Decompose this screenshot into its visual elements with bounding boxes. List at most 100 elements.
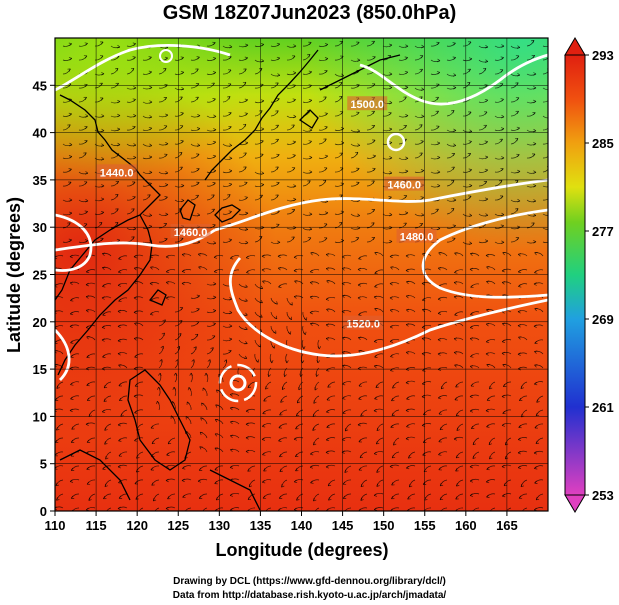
streamline-arrowhead — [468, 140, 472, 144]
streamline-arrowhead — [182, 466, 186, 470]
vortex-north — [159, 49, 173, 63]
streamline-arrowhead — [248, 483, 253, 488]
streamline-arrowhead — [452, 73, 457, 77]
streamline-arrowhead — [100, 143, 105, 147]
streamline-arrowhead — [229, 406, 234, 411]
streamline-arrowhead — [212, 98, 216, 102]
streamline-arrowhead — [164, 153, 168, 157]
streamline-arrowhead — [133, 337, 138, 341]
contour-label-bg — [396, 228, 437, 243]
streamline-arrowhead — [68, 57, 73, 61]
streamline-arrowhead — [298, 386, 302, 391]
streamline-arrowhead — [196, 56, 200, 60]
streamline-arrowhead — [500, 98, 504, 102]
streamline-arrowhead — [132, 125, 136, 130]
streamline-arrowhead — [214, 419, 219, 423]
streamline-arrowhead — [517, 198, 521, 203]
streamline-arrowhead — [84, 181, 88, 185]
streamline-arrowhead — [389, 127, 393, 131]
streamline-arrowhead — [391, 412, 395, 416]
streamline-arrowhead — [214, 433, 218, 437]
streamline-arrowhead — [467, 153, 472, 157]
streamline-arrowhead — [279, 454, 283, 458]
streamline-arrowhead — [296, 399, 301, 404]
streamline-arrowhead — [313, 512, 316, 515]
streamline-arrowhead — [468, 57, 473, 61]
streamline-arrowhead — [308, 41, 312, 46]
streamline-arrowhead — [291, 124, 295, 128]
streamline-arrowhead — [259, 314, 263, 318]
x-tick-label: 155 — [414, 518, 436, 533]
streamline-arrowhead — [244, 98, 248, 102]
streamline-arrowhead — [105, 456, 109, 460]
streamline-arrowhead — [358, 336, 362, 340]
streamline-arrowhead — [292, 71, 297, 75]
streamline-arrowhead — [521, 512, 524, 515]
streamline-arrow — [154, 507, 160, 511]
streamline-arrowhead — [148, 143, 153, 147]
streamline-arrowhead — [517, 73, 521, 77]
streamline-arrowhead — [451, 208, 455, 212]
streamline-arrowhead — [308, 98, 313, 103]
streamline-arrowhead — [273, 315, 278, 320]
streamline-arrowhead — [389, 171, 393, 175]
streamline-arrowhead — [101, 184, 105, 188]
streamline-arrowhead — [103, 384, 108, 389]
streamline-arrowhead — [323, 96, 327, 100]
streamline-arrowhead — [371, 180, 375, 184]
streamline-arrowhead — [213, 295, 217, 300]
streamline-arrowhead — [514, 179, 519, 184]
streamline-arrow — [542, 227, 548, 230]
streamline-arrowhead — [437, 155, 441, 160]
streamline-arrowhead — [115, 180, 120, 185]
streamline-arrowhead — [84, 239, 89, 243]
streamline-arrowhead — [276, 42, 281, 47]
streamline-arrowhead — [294, 280, 298, 284]
streamline-arrowhead — [214, 480, 218, 485]
streamline-arrow — [106, 507, 112, 511]
streamline-arrowhead — [180, 237, 184, 241]
streamline-arrowhead — [326, 280, 330, 284]
streamline-arrow — [542, 57, 548, 61]
streamline-arrowhead — [419, 124, 423, 128]
streamline-arrowhead — [501, 156, 505, 160]
streamline-arrowhead — [196, 294, 200, 298]
streamline-arrowhead — [118, 453, 123, 457]
streamline-arrowhead — [245, 255, 250, 260]
streamline-arrowhead — [212, 154, 217, 159]
streamline-arrowhead — [309, 155, 313, 160]
streamline-arrowhead — [436, 71, 441, 75]
streamline-arrowhead — [228, 111, 232, 116]
streamline-arrowhead — [517, 253, 522, 257]
streamline-arrowhead — [198, 467, 203, 471]
y-axis-label: Latitude (degrees) — [4, 197, 24, 353]
streamline-arrowhead — [356, 181, 360, 185]
streamline-arrowhead — [148, 213, 153, 217]
streamline-arrowhead — [405, 323, 410, 327]
streamline-arrowhead — [275, 124, 279, 128]
streamline-arrowhead — [137, 512, 140, 515]
streamline-arrowhead — [302, 346, 306, 350]
streamline-arrowhead — [228, 349, 232, 354]
typhoon-eye — [229, 374, 247, 392]
streamline-arrowhead — [325, 323, 330, 327]
colorbar-bottom-arrow — [564, 494, 586, 513]
streamline-arrowhead — [485, 45, 489, 49]
streamline-arrowhead — [262, 410, 266, 415]
streamline-arrowhead — [115, 68, 119, 72]
streamline-arrowhead — [86, 466, 90, 471]
streamline-arrowhead — [293, 255, 298, 259]
streamline-arrowhead — [548, 140, 551, 143]
streamline-arrowhead — [212, 140, 217, 145]
streamline-arrowhead — [310, 252, 314, 256]
streamline-arrowhead — [325, 437, 330, 442]
streamline-arrowhead — [309, 212, 313, 216]
streamline-arrowhead — [187, 387, 192, 391]
streamline-arrowhead — [179, 166, 183, 170]
streamline-arrowhead — [56, 385, 60, 389]
streamline-arrowhead — [325, 337, 330, 341]
streamline-arrowhead — [356, 111, 360, 115]
streamline-arrowhead — [229, 324, 233, 328]
colorbar-body — [564, 54, 586, 496]
